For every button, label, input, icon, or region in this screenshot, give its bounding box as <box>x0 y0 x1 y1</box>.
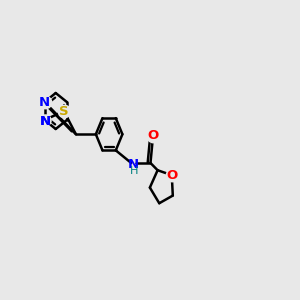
Text: N: N <box>39 115 51 128</box>
Text: O: O <box>147 130 158 142</box>
Text: N: N <box>39 96 50 109</box>
Text: O: O <box>166 169 177 182</box>
Text: S: S <box>59 105 69 118</box>
Text: N: N <box>39 115 51 128</box>
Text: N: N <box>128 158 139 171</box>
Text: H: H <box>130 167 138 176</box>
